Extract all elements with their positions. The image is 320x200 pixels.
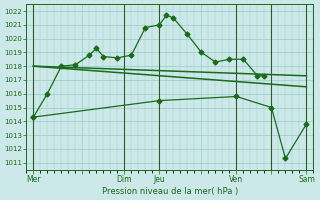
X-axis label: Pression niveau de la mer( hPa ): Pression niveau de la mer( hPa ) — [102, 187, 238, 196]
